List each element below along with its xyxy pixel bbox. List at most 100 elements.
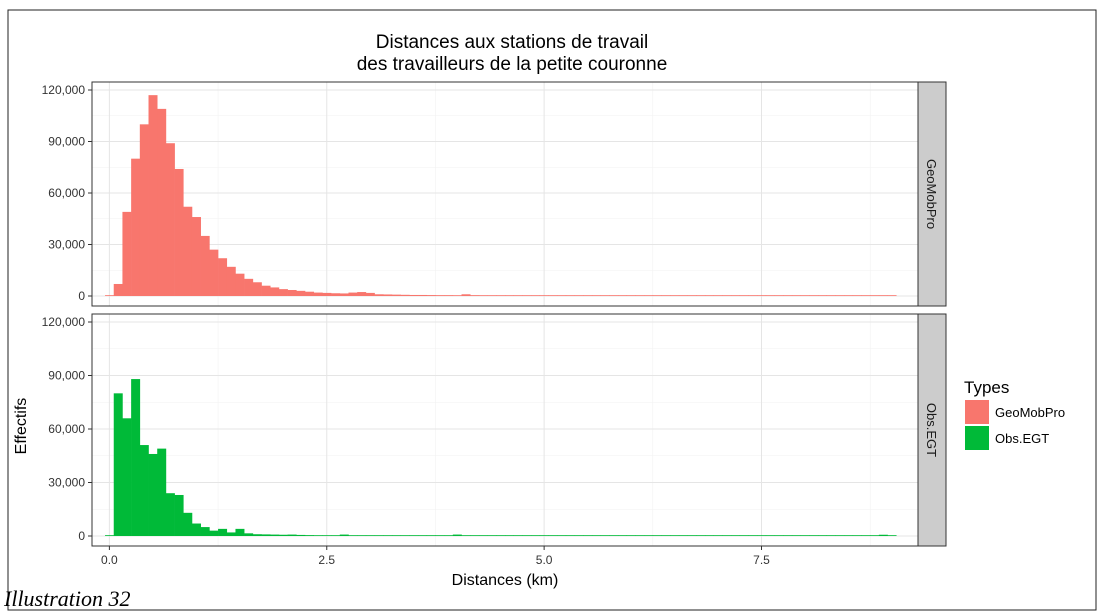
histogram-bar <box>400 294 410 296</box>
histogram-bar <box>644 295 654 296</box>
histogram-bar <box>678 535 688 536</box>
histogram-bar <box>244 533 254 536</box>
y-tick-label: 90,000 <box>48 369 85 383</box>
chart-title-line-2: des travailleurs de la petite couronne <box>357 54 668 75</box>
facet-strip: GeoMobPro <box>917 81 947 307</box>
y-tick-label: 0 <box>78 289 85 303</box>
histogram-bar <box>174 494 184 536</box>
histogram-bar <box>844 535 854 536</box>
histogram-bar <box>861 535 871 536</box>
histogram-bar <box>478 295 488 296</box>
histogram-bar <box>174 168 184 296</box>
histogram-bar <box>722 535 732 536</box>
histogram-bar <box>739 535 749 536</box>
y-tick-label: 60,000 <box>48 422 85 436</box>
histogram-bar <box>470 535 480 536</box>
histogram-bar <box>261 285 271 296</box>
histogram-bar <box>548 295 558 296</box>
histogram-bar <box>148 95 158 297</box>
histogram-bar <box>122 211 132 296</box>
y-tick-label: 90,000 <box>48 135 85 149</box>
histogram-bar <box>722 295 732 296</box>
histogram-bar <box>200 527 210 536</box>
x-tick-label: 7.5 <box>753 553 770 567</box>
facet-strip-label: Obs.EGT <box>924 403 939 457</box>
histogram-bar <box>591 535 601 536</box>
histogram-bar <box>287 534 297 536</box>
histogram-bar <box>600 295 610 296</box>
histogram-bar <box>887 295 897 296</box>
histogram-bar <box>557 295 567 296</box>
histogram-bar <box>696 535 706 536</box>
histogram-bar <box>626 295 636 296</box>
histogram-bar <box>731 295 741 296</box>
y-tick-label: 120,000 <box>42 83 86 97</box>
y-tick-label: 30,000 <box>48 238 85 252</box>
histogram-bar <box>105 295 115 296</box>
histogram-bar <box>522 535 532 536</box>
histogram-bar <box>609 295 619 296</box>
histogram-bar <box>713 535 723 536</box>
y-tick-label: 30,000 <box>48 476 85 490</box>
histogram-bar <box>809 535 819 536</box>
histogram-bar <box>218 528 228 536</box>
legend-swatch-obs-egt <box>965 426 989 450</box>
histogram-bar <box>870 295 880 296</box>
histogram-bar <box>209 249 219 296</box>
histogram-bar <box>661 295 671 296</box>
histogram-bar <box>444 535 454 536</box>
histogram-bar <box>305 291 315 296</box>
histogram-bar <box>696 295 706 296</box>
histogram-bar <box>591 295 601 296</box>
histogram-bar <box>731 535 741 536</box>
histogram-bar <box>852 295 862 296</box>
histogram-bar <box>670 535 680 536</box>
histogram-bar <box>539 535 549 536</box>
y-tick-label: 0 <box>78 529 85 543</box>
histogram-bar <box>574 535 584 536</box>
histogram-bar <box>348 535 358 536</box>
histogram-bar <box>618 295 628 296</box>
histogram-bar <box>400 535 410 536</box>
histogram-bar <box>365 292 375 296</box>
histogram-bar <box>791 295 801 296</box>
histogram-bar <box>305 535 315 536</box>
histogram-bar <box>635 295 645 296</box>
histogram-bar <box>331 293 341 296</box>
histogram-bar <box>461 535 471 536</box>
histogram-bar <box>209 530 219 536</box>
histogram-bar <box>609 535 619 536</box>
histogram-bar <box>183 512 193 536</box>
histogram-bar <box>391 535 401 536</box>
histogram-bar <box>583 535 593 536</box>
legend: Types GeoMobPro Obs.EGT <box>964 378 1065 450</box>
histogram-bar <box>409 294 419 296</box>
histogram-bar <box>791 535 801 536</box>
histogram-bar <box>452 295 462 296</box>
histogram-bar <box>191 523 201 536</box>
histogram-bar <box>131 158 141 296</box>
histogram-bar <box>870 535 880 536</box>
histogram-bar <box>652 535 662 536</box>
histogram-bar <box>809 295 819 296</box>
histogram-bar <box>191 217 201 296</box>
facet-strip-background <box>917 313 947 547</box>
histogram-bar <box>105 535 115 536</box>
histogram-bar <box>661 535 671 536</box>
histogram-bar <box>374 294 384 296</box>
histogram-bar <box>357 292 367 296</box>
histogram-bar <box>113 393 123 536</box>
panel-background <box>92 314 918 546</box>
histogram-bar <box>887 535 897 536</box>
histogram-bar <box>818 535 827 536</box>
histogram-bar <box>505 295 514 296</box>
histogram-bar <box>522 295 532 296</box>
histogram-bar <box>774 295 784 296</box>
histogram-bar <box>852 535 862 536</box>
histogram-bar <box>652 295 662 296</box>
histogram-bar <box>270 287 280 296</box>
chart-title-line-1: Distances aux stations de travail <box>376 32 648 53</box>
histogram-bar <box>800 295 810 296</box>
histogram-bar <box>748 295 758 296</box>
